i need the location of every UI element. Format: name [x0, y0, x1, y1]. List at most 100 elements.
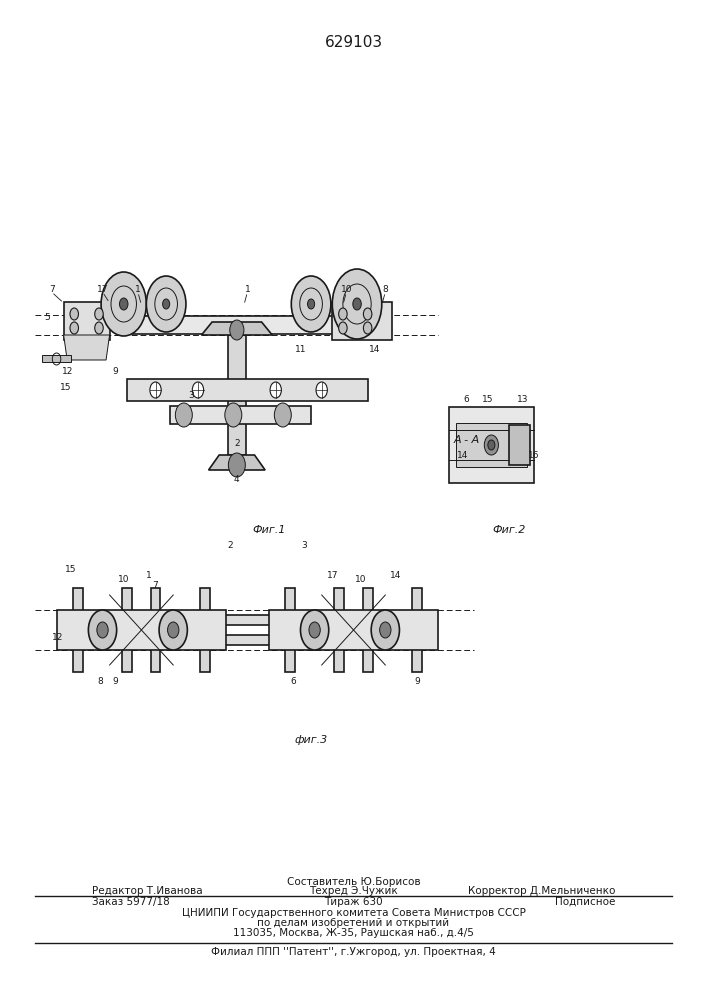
Text: ЦНИИПИ Государственного комитета Совета Министров СССР: ЦНИИПИ Государственного комитета Совета …: [182, 908, 525, 918]
Text: Редактор Т.Иванова: Редактор Т.Иванова: [92, 886, 202, 896]
Text: 14: 14: [457, 450, 469, 460]
Text: 6: 6: [464, 395, 469, 404]
Circle shape: [339, 322, 347, 334]
Circle shape: [70, 308, 78, 320]
Text: 10: 10: [118, 576, 129, 584]
Polygon shape: [64, 335, 110, 360]
Bar: [73, 588, 83, 672]
Text: Заказ 5977/18: Заказ 5977/18: [92, 897, 170, 907]
Text: 12: 12: [52, 634, 64, 643]
Text: 13: 13: [518, 395, 529, 404]
Text: 9: 9: [112, 367, 118, 376]
Circle shape: [363, 322, 372, 334]
Text: 2: 2: [227, 540, 233, 550]
Text: Фиг.1: Фиг.1: [252, 525, 286, 535]
Text: Составитель Ю.Борисов: Составитель Ю.Борисов: [286, 877, 421, 887]
Circle shape: [70, 322, 78, 334]
Polygon shape: [209, 455, 265, 470]
Text: фиг.3: фиг.3: [294, 735, 328, 745]
Text: 5: 5: [45, 314, 50, 322]
Circle shape: [371, 610, 399, 650]
Circle shape: [163, 299, 170, 309]
Bar: [412, 588, 422, 672]
Bar: [285, 588, 295, 672]
Circle shape: [353, 298, 361, 310]
Text: 14: 14: [369, 346, 380, 355]
Circle shape: [228, 453, 245, 477]
Circle shape: [274, 403, 291, 427]
Bar: [228, 335, 246, 455]
Circle shape: [484, 435, 498, 455]
Bar: [200, 588, 210, 672]
Text: 3: 3: [301, 540, 307, 550]
Text: 2: 2: [234, 440, 240, 448]
Circle shape: [101, 272, 146, 336]
Bar: [170, 406, 311, 424]
Text: 14: 14: [390, 570, 402, 580]
Text: 7: 7: [49, 284, 54, 294]
Text: 4: 4: [234, 476, 240, 485]
Text: 17: 17: [97, 284, 108, 294]
Circle shape: [316, 382, 327, 398]
Bar: [456, 423, 527, 467]
Text: 1: 1: [245, 284, 250, 294]
Text: 6: 6: [291, 678, 296, 686]
Text: Фиг.2: Фиг.2: [492, 525, 526, 535]
Circle shape: [308, 299, 315, 309]
Circle shape: [97, 622, 108, 638]
Text: 15: 15: [65, 566, 76, 574]
Text: 1: 1: [146, 570, 151, 580]
Bar: [363, 588, 373, 672]
Text: 8: 8: [98, 678, 103, 686]
Circle shape: [309, 622, 320, 638]
Circle shape: [225, 403, 242, 427]
Circle shape: [150, 382, 161, 398]
Polygon shape: [64, 302, 110, 340]
Bar: [449, 407, 534, 483]
Text: 9: 9: [414, 678, 420, 686]
Text: по делам изобретений и открытий: по делам изобретений и открытий: [257, 918, 450, 928]
Circle shape: [363, 308, 372, 320]
Polygon shape: [509, 425, 530, 465]
Text: 629103: 629103: [325, 35, 382, 50]
Text: Подписное: Подписное: [555, 897, 615, 907]
Bar: [151, 588, 160, 672]
Bar: [120, 316, 368, 334]
Text: 3: 3: [188, 391, 194, 400]
Text: 16: 16: [528, 450, 539, 460]
Circle shape: [88, 610, 117, 650]
Bar: [122, 588, 132, 672]
Polygon shape: [332, 302, 392, 340]
Text: 15: 15: [482, 395, 493, 404]
Circle shape: [332, 269, 382, 339]
Circle shape: [159, 610, 187, 650]
Circle shape: [168, 622, 179, 638]
Bar: [127, 379, 368, 401]
Circle shape: [300, 610, 329, 650]
Polygon shape: [42, 355, 71, 362]
Text: 12: 12: [62, 367, 74, 376]
Circle shape: [339, 308, 347, 320]
Text: 113035, Москва, Ж-35, Раушская наб., д.4/5: 113035, Москва, Ж-35, Раушская наб., д.4…: [233, 928, 474, 938]
Text: 9: 9: [112, 678, 118, 686]
Text: 1: 1: [135, 284, 141, 294]
Circle shape: [119, 298, 128, 310]
Circle shape: [380, 622, 391, 638]
Circle shape: [488, 440, 495, 450]
Text: Корректор Д.Мельниченко: Корректор Д.Мельниченко: [468, 886, 615, 896]
Circle shape: [230, 320, 244, 340]
Circle shape: [175, 403, 192, 427]
Bar: [269, 610, 438, 650]
Bar: [71, 615, 424, 625]
Bar: [334, 588, 344, 672]
Circle shape: [291, 276, 331, 332]
Polygon shape: [201, 322, 272, 335]
Circle shape: [270, 382, 281, 398]
Text: Техред Э.Чужик: Техред Э.Чужик: [309, 886, 398, 896]
Bar: [57, 610, 226, 650]
Text: А - А: А - А: [453, 435, 480, 445]
Circle shape: [192, 382, 204, 398]
Text: 10: 10: [341, 284, 352, 294]
Text: Филиал ППП ''Патент'', г.Ужгород, ул. Проектная, 4: Филиал ППП ''Патент'', г.Ужгород, ул. Пр…: [211, 947, 496, 957]
Text: 17: 17: [327, 570, 338, 580]
